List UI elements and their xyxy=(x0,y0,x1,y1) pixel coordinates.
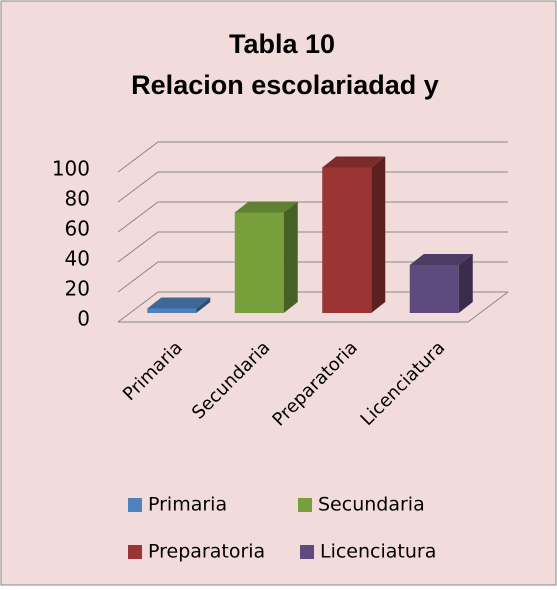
bar-top xyxy=(234,201,298,213)
y-tick-label: 40 xyxy=(65,247,90,271)
legend-label: Secundaria xyxy=(318,494,425,516)
grid-line xyxy=(117,201,508,233)
y-tick-label: 0 xyxy=(77,307,90,331)
bar-side xyxy=(458,254,473,313)
bar-top xyxy=(147,297,211,309)
grid-line xyxy=(117,171,508,203)
bar xyxy=(409,265,459,313)
y-tick-label: 100 xyxy=(52,157,90,181)
y-tick-label: 20 xyxy=(65,277,90,301)
grid-line xyxy=(117,141,508,173)
legend-label: Licenciatura xyxy=(320,541,436,563)
chart-title: Tabla 10 xyxy=(229,29,335,59)
bar xyxy=(147,308,197,313)
chart-subtitle: Relacion escolariadad y xyxy=(131,70,439,100)
bar-side xyxy=(283,201,298,313)
bar xyxy=(234,212,284,313)
grid-line xyxy=(117,291,508,323)
legend-swatch xyxy=(298,498,312,512)
legend-label: Preparatoria xyxy=(148,541,265,563)
bar-top xyxy=(409,254,473,265)
grid-line xyxy=(117,261,508,293)
bar xyxy=(322,167,372,313)
floor xyxy=(118,291,509,323)
legend-swatch xyxy=(300,545,314,559)
legend-swatch xyxy=(128,498,142,512)
y-tick-label: 60 xyxy=(65,217,90,241)
grid-line xyxy=(117,231,508,263)
bar-side xyxy=(196,297,211,313)
bar-top xyxy=(322,156,386,168)
legend-label: Primaria xyxy=(148,494,227,516)
legend-swatch xyxy=(128,545,142,559)
bar-side xyxy=(371,156,386,313)
y-tick-label: 80 xyxy=(65,187,90,211)
